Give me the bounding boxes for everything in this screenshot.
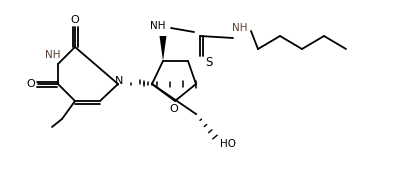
Text: O: O bbox=[27, 79, 35, 89]
Text: NH: NH bbox=[150, 21, 166, 31]
Text: NH: NH bbox=[45, 50, 61, 60]
Text: N: N bbox=[115, 76, 123, 86]
Polygon shape bbox=[159, 36, 166, 61]
Text: HO: HO bbox=[220, 139, 236, 149]
Text: O: O bbox=[71, 15, 79, 25]
Text: S: S bbox=[205, 55, 212, 68]
Text: NH: NH bbox=[232, 23, 248, 33]
Text: O: O bbox=[170, 104, 178, 114]
